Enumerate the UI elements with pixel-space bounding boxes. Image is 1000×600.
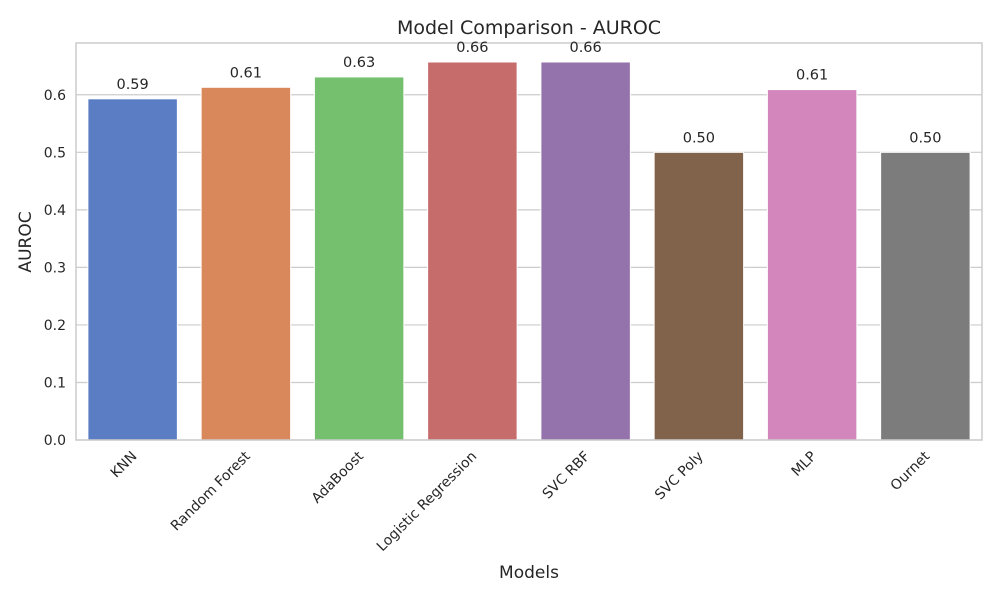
bar — [427, 61, 518, 441]
plot-frame — [75, 42, 983, 441]
bar-value-label: 0.63 — [343, 55, 375, 71]
bar-value-label: 0.66 — [456, 40, 488, 56]
bar-value-label: 0.66 — [569, 40, 601, 56]
y-tick-label: 0.5 — [44, 145, 66, 161]
bar — [880, 151, 971, 441]
x-tick-label: Ournet — [888, 448, 934, 494]
y-tick-labels: 0.0 0.1 0.2 0.3 0.4 0.5 0.6 — [44, 88, 66, 449]
y-tick-label: 0.3 — [44, 260, 66, 276]
x-tick-label: SVC RBF — [540, 449, 594, 503]
x-tick-label: KNN — [108, 449, 141, 482]
chart-title: Model Comparison - AUROC — [397, 17, 661, 39]
bar — [540, 61, 631, 441]
x-tick-labels: KNN Random Forest AdaBoost Logistic Regress… — [108, 448, 934, 555]
bar — [200, 86, 292, 441]
bar — [313, 76, 405, 441]
y-tick-label: 0.0 — [44, 433, 66, 449]
y-tick-label: 0.1 — [44, 375, 66, 391]
x-tick-label: MLP — [789, 449, 820, 480]
y-tick-label: 0.4 — [44, 203, 66, 219]
x-tick-label: Random Forest — [168, 448, 254, 534]
x-tick-label: Logistic Regression — [374, 449, 480, 555]
bar — [766, 89, 858, 441]
bar-value-label: 0.61 — [230, 65, 262, 81]
bar — [87, 98, 178, 441]
y-tick-label: 0.2 — [44, 318, 66, 334]
y-axis-label: AUROC — [16, 211, 36, 272]
bar-value-label: 0.59 — [116, 77, 148, 93]
bars — [87, 61, 971, 441]
y-tick-label: 0.6 — [44, 88, 66, 104]
bar-value-labels: 0.59 0.61 0.63 0.66 0.66 0.50 0.61 0.50 — [116, 40, 941, 146]
bar-value-label: 0.50 — [683, 130, 715, 146]
bar-value-label: 0.61 — [796, 68, 828, 84]
bar-value-label: 0.50 — [909, 130, 941, 146]
x-axis-label: Models — [499, 563, 559, 583]
x-tick-label: SVC Poly — [652, 449, 707, 504]
bar — [653, 151, 745, 441]
x-tick-label: AdaBoost — [309, 448, 368, 507]
